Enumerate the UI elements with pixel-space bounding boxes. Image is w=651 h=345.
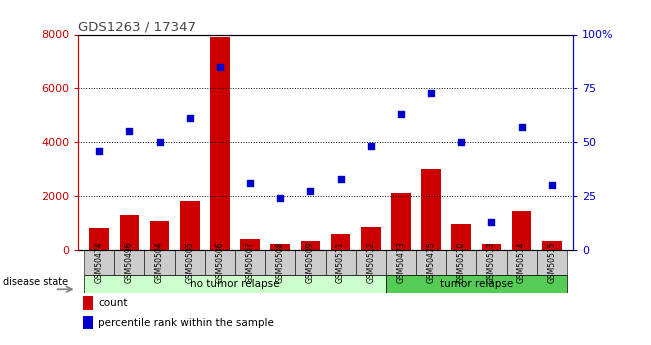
Bar: [331, 235, 350, 249]
Bar: [89, 228, 109, 249]
Bar: [83, 316, 93, 329]
Bar: [477, 249, 506, 275]
Text: GDS1263 / 17347: GDS1263 / 17347: [78, 20, 196, 33]
Bar: [145, 249, 174, 275]
Bar: [270, 244, 290, 249]
Text: GSM50505: GSM50505: [186, 241, 194, 283]
Bar: [506, 249, 536, 275]
Bar: [180, 201, 200, 249]
Text: GSM50508: GSM50508: [276, 241, 284, 283]
Text: count: count: [98, 298, 128, 308]
Point: [184, 116, 195, 121]
Bar: [416, 249, 446, 275]
Bar: [542, 241, 562, 249]
Point: [275, 195, 285, 201]
Bar: [120, 215, 139, 249]
Bar: [265, 249, 296, 275]
Point: [94, 148, 104, 154]
Point: [154, 139, 165, 145]
Bar: [83, 296, 93, 310]
Text: tumor relapse: tumor relapse: [439, 279, 513, 289]
Point: [215, 64, 225, 69]
Bar: [174, 249, 205, 275]
Bar: [240, 239, 260, 249]
Bar: [512, 210, 531, 249]
Text: GSM50515: GSM50515: [547, 241, 556, 283]
Text: GSM50513: GSM50513: [487, 241, 496, 283]
Bar: [446, 249, 477, 275]
Point: [396, 111, 406, 117]
Bar: [205, 249, 235, 275]
Bar: [386, 249, 416, 275]
Bar: [84, 275, 386, 293]
Bar: [150, 221, 169, 249]
Bar: [301, 241, 320, 249]
Text: GSM50475: GSM50475: [426, 241, 436, 283]
Text: no tumor relapse: no tumor relapse: [190, 279, 280, 289]
Text: GSM50504: GSM50504: [155, 241, 164, 283]
Point: [366, 144, 376, 149]
Text: percentile rank within the sample: percentile rank within the sample: [98, 318, 274, 328]
Bar: [115, 249, 145, 275]
Point: [547, 182, 557, 188]
Point: [426, 90, 436, 95]
Text: GSM50511: GSM50511: [336, 242, 345, 283]
Bar: [451, 224, 471, 249]
Point: [305, 189, 316, 194]
Point: [124, 128, 135, 134]
Text: GSM50506: GSM50506: [215, 241, 225, 283]
Bar: [84, 249, 115, 275]
Bar: [482, 244, 501, 249]
Text: GSM50514: GSM50514: [517, 241, 526, 283]
Text: GSM50512: GSM50512: [367, 242, 375, 283]
Bar: [235, 249, 265, 275]
Text: GSM50496: GSM50496: [125, 241, 134, 283]
Bar: [421, 169, 441, 249]
Point: [486, 219, 497, 224]
Text: GSM50507: GSM50507: [245, 241, 255, 283]
Point: [456, 139, 467, 145]
Point: [245, 180, 255, 186]
Point: [516, 124, 527, 130]
Bar: [391, 193, 411, 249]
Bar: [355, 249, 386, 275]
Point: [335, 176, 346, 181]
Text: GSM50509: GSM50509: [306, 241, 315, 283]
Bar: [326, 249, 355, 275]
Text: GSM50474: GSM50474: [95, 241, 104, 283]
Bar: [361, 227, 381, 249]
Bar: [386, 275, 567, 293]
Bar: [296, 249, 326, 275]
Text: GSM50473: GSM50473: [396, 241, 406, 283]
Bar: [536, 249, 567, 275]
Text: disease state: disease state: [3, 277, 68, 287]
Bar: [210, 37, 230, 249]
Text: GSM50510: GSM50510: [457, 241, 465, 283]
